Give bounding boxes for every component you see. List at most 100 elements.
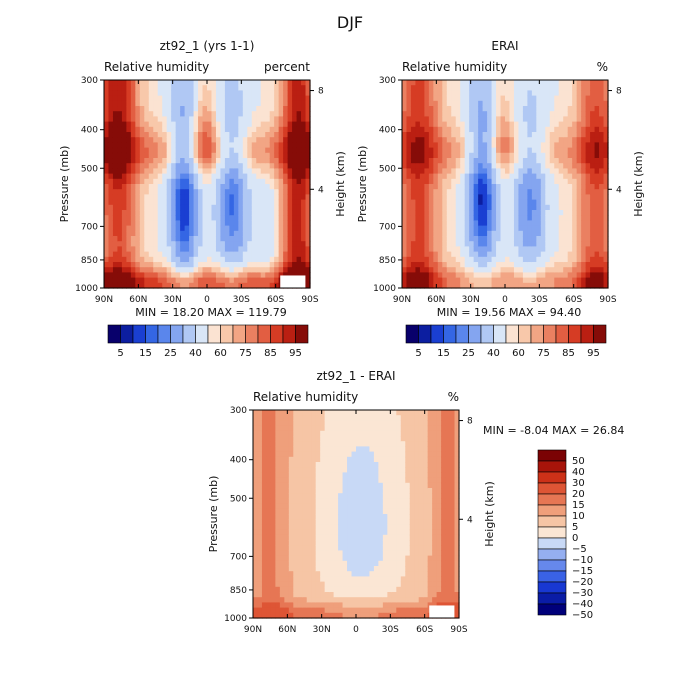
heatmap-cell bbox=[238, 184, 244, 190]
heatmap-cell bbox=[364, 420, 371, 427]
heatmap-cell bbox=[257, 529, 263, 536]
heatmap-cell bbox=[220, 225, 226, 232]
heatmap-cell bbox=[215, 251, 222, 258]
colorbar-label: 85 bbox=[264, 348, 277, 359]
heatmap-cell bbox=[410, 210, 417, 216]
heatmap-cell bbox=[558, 80, 564, 86]
heatmap-cell bbox=[581, 137, 587, 143]
heatmap-cell bbox=[193, 158, 199, 164]
heatmap-cell bbox=[518, 95, 524, 102]
heatmap-cell bbox=[215, 90, 222, 97]
heatmap-cell bbox=[428, 85, 434, 91]
heatmap-cell bbox=[415, 137, 421, 143]
heatmap-cell bbox=[274, 152, 280, 159]
heatmap-cell bbox=[166, 282, 172, 289]
heatmap-cell bbox=[419, 100, 425, 107]
heatmap-cell bbox=[491, 137, 497, 143]
heatmap-cell bbox=[126, 85, 132, 91]
heatmap-cell bbox=[256, 85, 262, 91]
heatmap-cell bbox=[166, 251, 172, 258]
heatmap-cell bbox=[581, 184, 587, 190]
heatmap-cell bbox=[572, 277, 578, 284]
heatmap-cell bbox=[576, 236, 582, 242]
heatmap-cell bbox=[148, 184, 154, 190]
heatmap-cell bbox=[558, 111, 564, 117]
heatmap-cell bbox=[581, 152, 587, 159]
heatmap-cell bbox=[256, 95, 262, 102]
heatmap-cell bbox=[301, 147, 307, 154]
heatmap-cell bbox=[193, 204, 199, 211]
heatmap-cell bbox=[261, 514, 268, 520]
heatmap-cell bbox=[464, 215, 470, 221]
heatmap-cell bbox=[297, 566, 303, 572]
heatmap-cell bbox=[590, 230, 596, 237]
heatmap-cell bbox=[351, 581, 357, 588]
heatmap-cell bbox=[351, 566, 357, 572]
heatmap-cell bbox=[531, 251, 537, 258]
heatmap-cell bbox=[251, 158, 257, 164]
heatmap-cell bbox=[153, 210, 159, 216]
heatmap-cell bbox=[369, 586, 375, 593]
heatmap-cell bbox=[256, 168, 262, 175]
heatmap-cell bbox=[104, 225, 110, 232]
heatmap-cell bbox=[193, 215, 199, 221]
heatmap-cell bbox=[284, 576, 290, 583]
heatmap-cell bbox=[505, 272, 511, 279]
y-axis-label-right: Height (km) bbox=[632, 151, 645, 217]
heatmap-cell bbox=[545, 210, 551, 216]
heatmap-cell bbox=[518, 199, 524, 206]
heatmap-cell bbox=[148, 178, 154, 185]
heatmap-cell bbox=[274, 272, 280, 279]
heatmap-cell bbox=[410, 277, 417, 284]
heatmap-cell bbox=[406, 152, 412, 159]
heatmap-cell bbox=[347, 488, 353, 494]
heatmap-cell bbox=[437, 106, 443, 112]
colorbar-label: 5 bbox=[415, 348, 421, 359]
heatmap-cell bbox=[207, 147, 213, 154]
heatmap-cell bbox=[581, 158, 587, 164]
heatmap-cell bbox=[320, 602, 326, 609]
heatmap-cell bbox=[166, 173, 172, 180]
heatmap-cell bbox=[229, 256, 235, 263]
heatmap-cell bbox=[153, 85, 159, 91]
heatmap-cell bbox=[238, 126, 244, 133]
heatmap-cell bbox=[540, 282, 546, 289]
heatmap-cell bbox=[549, 90, 555, 97]
heatmap-cell bbox=[496, 241, 502, 247]
heatmap-cell bbox=[261, 576, 268, 583]
heatmap-cell bbox=[288, 566, 294, 572]
heatmap-cell bbox=[251, 100, 257, 107]
heatmap-cell bbox=[590, 189, 596, 195]
heatmap-cell bbox=[364, 566, 371, 572]
colorbar-swatch bbox=[443, 324, 457, 344]
heatmap-cell bbox=[576, 256, 582, 263]
heatmap-cell bbox=[469, 100, 475, 107]
heatmap-cell bbox=[594, 246, 600, 253]
heatmap-cell bbox=[229, 241, 235, 247]
heatmap-cell bbox=[576, 132, 582, 138]
heatmap-cell bbox=[202, 189, 208, 195]
heatmap-cell bbox=[594, 100, 600, 107]
heatmap-cell bbox=[496, 220, 502, 227]
heatmap-cell bbox=[130, 241, 136, 247]
heatmap-cell bbox=[180, 194, 186, 201]
heatmap-cell bbox=[518, 100, 524, 107]
heatmap-cell bbox=[428, 256, 434, 263]
heatmap-cell bbox=[373, 555, 379, 562]
heatmap-cell bbox=[260, 147, 266, 154]
heatmap-cell bbox=[297, 545, 303, 551]
heatmap-cell bbox=[549, 152, 555, 159]
heatmap-cell bbox=[121, 225, 127, 232]
heatmap-cell bbox=[603, 251, 609, 258]
heatmap-cell bbox=[424, 173, 430, 180]
heatmap-cell bbox=[406, 111, 412, 117]
panels: zt92_1 (yrs 1-1)Relative humidity percent… bbox=[58, 39, 645, 635]
heatmap-cell bbox=[333, 462, 339, 468]
heatmap-cell bbox=[549, 194, 555, 201]
heatmap-cell bbox=[261, 493, 268, 499]
heatmap-cell bbox=[473, 100, 479, 107]
heatmap-cell bbox=[373, 436, 379, 442]
heatmap-cell bbox=[157, 194, 163, 201]
heatmap-cell bbox=[278, 163, 284, 169]
colorbar-label: 5 bbox=[117, 348, 123, 359]
